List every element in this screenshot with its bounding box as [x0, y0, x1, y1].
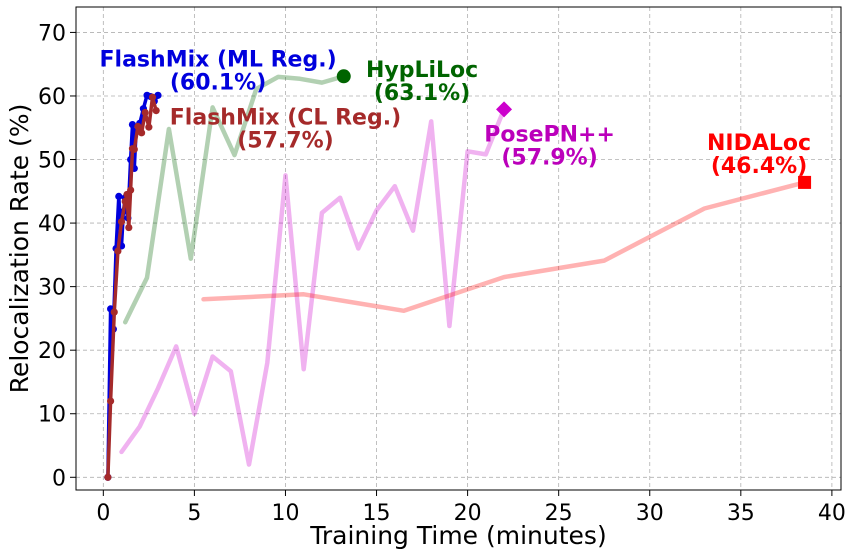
series-flashmix-cl-reg [104, 93, 160, 481]
x-tick-label: 30 [636, 501, 664, 526]
data-point-flashmix-cl-reg [134, 122, 142, 131]
plot-frame [75, 6, 842, 491]
annotation-line: (57.7%) [237, 129, 333, 154]
annotation-2: HypLiLoc(63.1%) [366, 58, 478, 106]
data-point-flashmix-cl-reg [110, 308, 118, 316]
annotation-line: FlashMix (ML Reg.) [100, 48, 337, 73]
series-line-flashmix-cl-reg [106, 95, 158, 480]
series-layer [104, 74, 807, 481]
data-point-flashmix-cl-reg [137, 129, 146, 137]
series-line-hypliloc [122, 74, 347, 325]
y-tick-label: 70 [38, 21, 66, 46]
x-tick-label: 40 [818, 501, 846, 526]
annotation-line: (60.1%) [170, 71, 266, 96]
tick-labels: 0 5 10 15 20 25 30 35 40 0 10 20 30 40 50 60 70 [38, 21, 846, 526]
y-tick-label: 30 [38, 276, 66, 301]
y-tick-label: 0 [52, 466, 66, 491]
annotation-line: (63.1%) [374, 81, 470, 106]
data-point-flashmix-cl-reg [125, 223, 133, 232]
data-point-flashmix-ml-reg [154, 91, 162, 99]
x-tick-label: 5 [187, 501, 201, 526]
x-tick-label: 0 [96, 501, 110, 526]
data-point-flashmix-cl-reg [141, 108, 149, 117]
annotation-line: (57.9%) [501, 146, 597, 171]
data-point-flashmix-cl-reg [107, 397, 115, 405]
data-point-flashmix-cl-reg [145, 123, 153, 131]
data-point-flashmix-ml-reg [115, 192, 123, 200]
annotation-line: (46.4%) [711, 154, 807, 179]
data-point-flashmix-cl-reg [117, 218, 126, 226]
annotation-3: PosePN++(57.9%) [484, 123, 615, 171]
endpoint-markers [336, 69, 812, 189]
series-line-nidaloc [201, 180, 807, 314]
x-tick-label: 10 [271, 501, 299, 526]
endpoint-hypliloc [336, 69, 351, 84]
annotation-0: FlashMix (ML Reg.)(60.1%) [100, 48, 337, 96]
data-point-flashmix-cl-reg [104, 473, 112, 481]
x-tick-label: 20 [454, 501, 482, 526]
x-tick-label: 25 [545, 501, 573, 526]
y-tick-label: 40 [38, 212, 66, 237]
x-tick-label: 35 [727, 501, 755, 526]
data-point-flashmix-cl-reg [152, 106, 160, 115]
data-point-flashmix-cl-reg [114, 247, 122, 255]
data-point-flashmix-cl-reg [127, 186, 135, 194]
series-posepn [119, 107, 507, 467]
annotation-line: HypLiLoc [366, 58, 478, 83]
x-tick-label: 15 [363, 501, 391, 526]
series-line-posepn [119, 107, 507, 467]
endpoint-nidaloc [798, 175, 812, 189]
y-axis-label: Relocalization Rate (%) [5, 104, 34, 394]
y-tick-label: 60 [38, 85, 66, 110]
annotation-line: FlashMix (CL Reg.) [170, 106, 401, 131]
data-point-flashmix-cl-reg [130, 145, 138, 153]
x-axis-label: Training Time (minutes) [309, 521, 606, 550]
y-tick-label: 20 [38, 339, 66, 364]
series-nidaloc [201, 180, 807, 314]
annotation-1: FlashMix (CL Reg.)(57.7%) [170, 106, 401, 154]
endpoint-posepn [496, 101, 513, 118]
data-point-flashmix-ml-reg [128, 120, 137, 129]
grid [76, 7, 841, 490]
annotation-line: NIDALoc [707, 131, 811, 156]
annotation-line: PosePN++ [484, 123, 615, 148]
annotations: FlashMix (ML Reg.)(60.1%) FlashMix (CL Re… [100, 48, 812, 179]
data-point-flashmix-cl-reg [148, 93, 157, 101]
y-tick-label: 10 [38, 403, 66, 428]
annotation-4: NIDALoc(46.4%) [707, 131, 811, 179]
data-point-flashmix-cl-reg [121, 197, 129, 206]
series-hypliloc [122, 74, 347, 325]
y-tick-label: 50 [38, 149, 66, 174]
